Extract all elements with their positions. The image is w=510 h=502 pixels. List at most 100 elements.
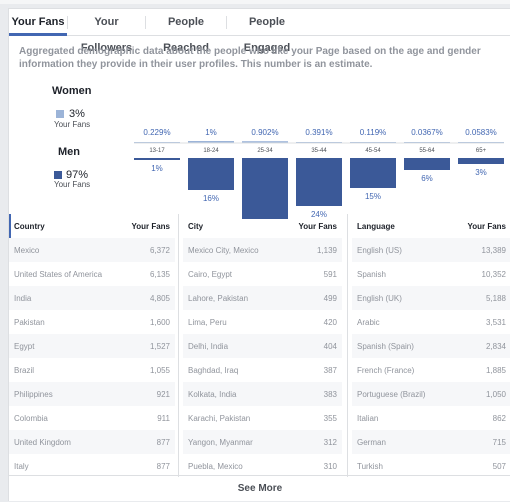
table-row: Colombia 911 bbox=[9, 406, 175, 430]
row-value: 1,885 bbox=[485, 366, 506, 375]
row-label: Philippines bbox=[14, 390, 53, 399]
women-value-label: 0.902% bbox=[251, 128, 278, 137]
row-value: 862 bbox=[492, 414, 506, 423]
row-label: German bbox=[357, 438, 386, 447]
row-value: 877 bbox=[156, 462, 170, 471]
women-value-label: 0.0583% bbox=[465, 128, 497, 137]
age-gender-chart: 0.229%13-171%1%18-2416%0.902%25-3432%0.3… bbox=[134, 128, 504, 219]
table-row: Lima, Peru 420 bbox=[183, 310, 342, 334]
column-header: Your Fans bbox=[467, 222, 506, 231]
row-label: Italian bbox=[357, 414, 379, 423]
description-text: Aggregated demographic data about the pe… bbox=[19, 46, 481, 70]
row-value: 921 bbox=[156, 390, 170, 399]
row-label: Lima, Peru bbox=[188, 318, 227, 327]
row-label: Puebla, Mexico bbox=[188, 462, 243, 471]
men-percent: 97% bbox=[66, 169, 89, 181]
tab-people-engaged[interactable]: People Engaged bbox=[243, 16, 291, 54]
women-value-label: 0.0367% bbox=[411, 128, 443, 137]
row-value: 355 bbox=[323, 414, 337, 423]
women-value-label: 0.391% bbox=[305, 128, 332, 137]
row-value: 420 bbox=[323, 318, 337, 327]
men-value-label: 1% bbox=[151, 164, 163, 173]
column-header: City bbox=[188, 222, 204, 231]
men-color-swatch bbox=[54, 171, 62, 179]
table-row: Pakistan 1,600 bbox=[9, 310, 175, 334]
age-tick-label: 18-24 bbox=[203, 148, 219, 154]
tab-people-reached[interactable]: People Reached bbox=[163, 16, 209, 54]
row-label: Yangon, Myanmar bbox=[188, 438, 253, 447]
men-bar-35-44 bbox=[296, 158, 342, 206]
row-value: 1,139 bbox=[316, 246, 337, 255]
row-label: Kolkata, India bbox=[188, 390, 237, 399]
table-row: Spanish (Spain) 2,834 bbox=[352, 334, 510, 358]
column-header: Language bbox=[357, 222, 395, 231]
row-label: French (France) bbox=[357, 366, 415, 375]
table-row: Lahore, Pakistan 499 bbox=[183, 286, 342, 310]
row-value: 312 bbox=[323, 438, 337, 447]
row-label: English (UK) bbox=[357, 294, 402, 303]
table-header: Language Your Fans bbox=[352, 214, 510, 239]
row-value: 4,805 bbox=[149, 294, 170, 303]
row-label: English (US) bbox=[357, 246, 402, 255]
row-value: 13,389 bbox=[481, 246, 506, 255]
table-row: Philippines 921 bbox=[9, 382, 175, 406]
table-row: Yangon, Myanmar 312 bbox=[183, 430, 342, 454]
column-header: Your Fans bbox=[298, 222, 337, 231]
men-value-label: 24% bbox=[311, 210, 327, 219]
row-label: Mexico City, Mexico bbox=[188, 246, 259, 255]
tab-divider bbox=[226, 16, 227, 29]
men-bar-25-34 bbox=[242, 158, 288, 219]
row-label: Cairo, Egypt bbox=[188, 270, 233, 279]
column-divider bbox=[347, 214, 348, 477]
tab-your-fans[interactable]: Your Fans bbox=[9, 9, 67, 36]
age-tick-label: 35-44 bbox=[311, 148, 327, 154]
men-value-label: 16% bbox=[203, 194, 219, 203]
tab-divider bbox=[145, 16, 146, 29]
row-label: Pakistan bbox=[14, 318, 45, 327]
row-value: 911 bbox=[157, 414, 170, 423]
men-legend-title: Men bbox=[58, 146, 80, 158]
row-label: Spanish bbox=[357, 270, 386, 279]
table-row: Italy 877 bbox=[9, 454, 175, 478]
row-value: 499 bbox=[323, 294, 337, 303]
row-label: Italy bbox=[14, 462, 29, 471]
table-header: Country Your Fans bbox=[9, 214, 175, 239]
women-bar-25-34 bbox=[242, 141, 288, 143]
row-value: 1,527 bbox=[149, 342, 170, 351]
men-bar-18-24 bbox=[188, 158, 234, 190]
column-header: Your Fans bbox=[131, 222, 170, 231]
row-label: Delhi, India bbox=[188, 342, 229, 351]
table-row: United Kingdom 877 bbox=[9, 430, 175, 454]
age-tick-label: 13-17 bbox=[149, 148, 165, 154]
row-value: 10,352 bbox=[481, 270, 506, 279]
women-value-label: 1% bbox=[205, 128, 217, 137]
women-color-swatch bbox=[56, 110, 64, 118]
tab-bar: Your Fans Your Followers People Reached … bbox=[9, 9, 510, 54]
row-label: Baghdad, Iraq bbox=[188, 366, 239, 375]
row-value: 1,050 bbox=[485, 390, 506, 399]
men-value-label: 3% bbox=[475, 168, 487, 177]
women-bar-18-24 bbox=[188, 141, 234, 143]
table-row: Delhi, India 404 bbox=[183, 334, 342, 358]
row-value: 507 bbox=[492, 462, 506, 471]
row-value: 387 bbox=[323, 366, 337, 375]
column-divider bbox=[178, 214, 179, 477]
age-tick-label: 55-64 bbox=[419, 148, 435, 154]
row-value: 877 bbox=[156, 438, 170, 447]
table-row: India 4,805 bbox=[9, 286, 175, 310]
table-row: Brazil 1,055 bbox=[9, 358, 175, 382]
women-sub-label: Your Fans bbox=[54, 120, 91, 129]
column-header: Country bbox=[14, 222, 45, 231]
tab-your-followers[interactable]: Your Followers bbox=[80, 16, 133, 54]
row-label: Arabic bbox=[357, 318, 380, 327]
table-row: Mexico City, Mexico 1,139 bbox=[183, 238, 342, 262]
row-value: 310 bbox=[323, 462, 337, 471]
row-label: Spanish (Spain) bbox=[357, 342, 414, 351]
see-more-button[interactable]: See More bbox=[9, 475, 510, 502]
row-value: 1,600 bbox=[149, 318, 170, 327]
row-label: Turkish bbox=[357, 462, 383, 471]
table-row: Spanish 10,352 bbox=[352, 262, 510, 286]
row-label: United States of America bbox=[14, 270, 103, 279]
table-row: United States of America 6,135 bbox=[9, 262, 175, 286]
men-value-label: 15% bbox=[365, 192, 381, 201]
